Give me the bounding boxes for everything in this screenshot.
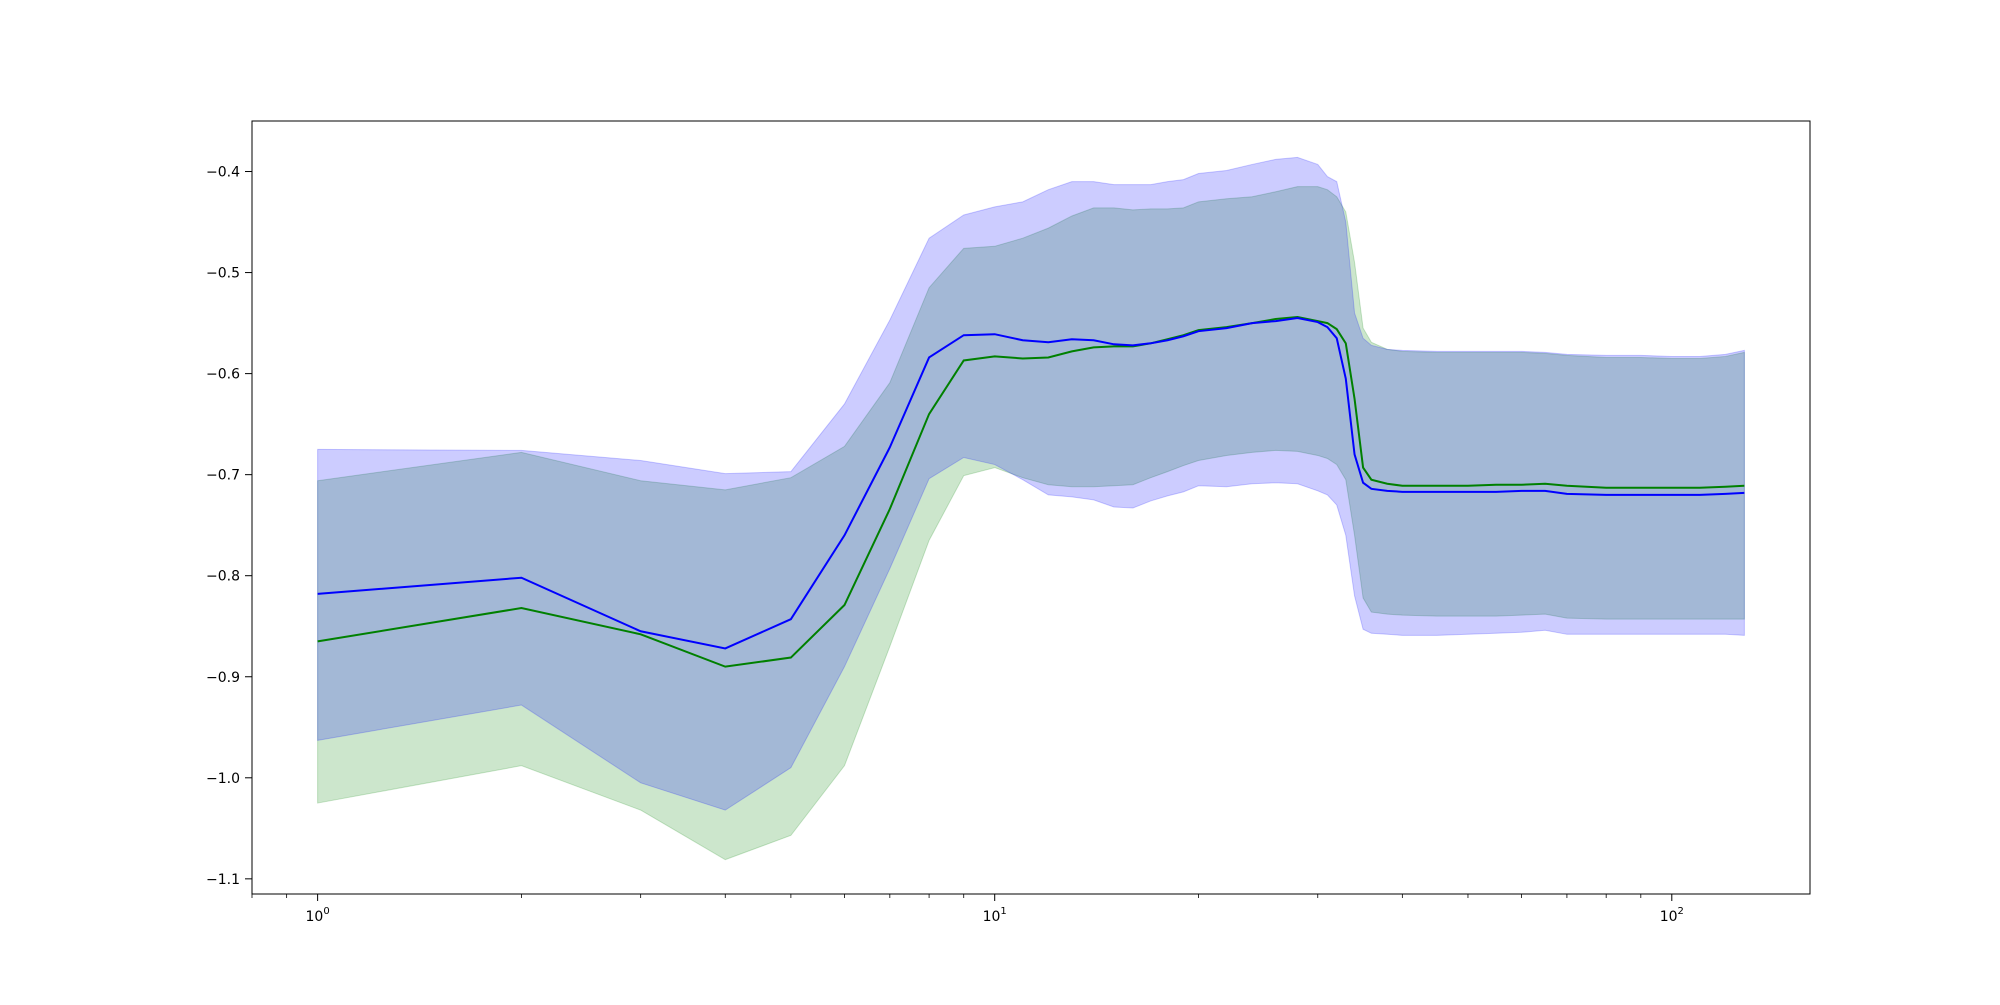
x-tick-base: 10 <box>306 909 324 925</box>
x-tick-exponent: 2 <box>1678 906 1684 917</box>
y-axis-ticks: −0.4 −0.5 −0.6 −0.7 −0.8 −0.9 −1.0 −1.1 <box>206 165 252 888</box>
series-1-band <box>317 186 1745 861</box>
y-tick-label: −0.8 <box>206 569 240 585</box>
x-axis-ticks: 100 101 102 <box>251 894 1684 925</box>
y-tick-label: −0.9 <box>206 670 240 686</box>
x-tick-label: 100 <box>306 906 330 925</box>
x-tick-exponent: 0 <box>323 906 329 917</box>
y-tick-label: −0.5 <box>206 266 240 282</box>
x-tick-label: 101 <box>983 906 1007 925</box>
x-tick-base: 10 <box>983 909 1001 925</box>
y-tick-label: −1.1 <box>206 872 240 888</box>
series-1-line <box>317 316 1745 668</box>
x-tick-base: 10 <box>1660 909 1678 925</box>
x-tick-exponent: 1 <box>1000 906 1006 917</box>
series-lines <box>317 316 1745 668</box>
y-tick-label: −0.6 <box>206 367 240 383</box>
y-tick-label: −0.4 <box>206 165 240 181</box>
plot-frame <box>251 120 1811 895</box>
series-0-line <box>317 317 1745 650</box>
x-tick-label: 102 <box>1660 906 1684 925</box>
y-tick-label: −1.0 <box>206 771 240 787</box>
y-tick-label: −0.7 <box>206 468 240 484</box>
